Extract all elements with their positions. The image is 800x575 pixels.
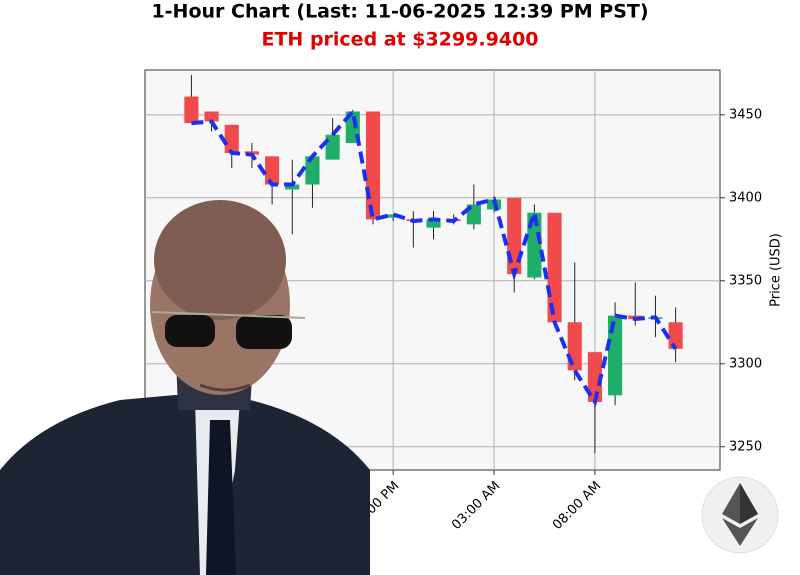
candle-body <box>527 212 542 278</box>
candle-body <box>668 322 683 349</box>
candle-body <box>265 156 280 185</box>
candle-body <box>184 96 199 124</box>
chart-subtitle: ETH priced at $3299.9400 <box>261 29 538 51</box>
x-tick-label: 08:00 AM <box>550 479 604 533</box>
candle-body <box>365 111 381 220</box>
x-tick-label: 03:00 AM <box>449 479 503 533</box>
eth-logo <box>701 476 779 554</box>
figure-illustration <box>0 200 370 575</box>
candle-body <box>325 134 340 160</box>
candle-body <box>426 219 441 228</box>
candle-body <box>204 111 219 122</box>
candle-body <box>587 352 602 402</box>
y-tick-label: 3400 <box>729 190 762 205</box>
y-tick-label: 3250 <box>729 439 762 454</box>
marks <box>184 74 683 454</box>
close-line <box>191 107 678 408</box>
candle-body <box>285 184 300 190</box>
candle-body <box>224 124 239 153</box>
y-tick-label: 3350 <box>729 273 762 288</box>
chart-title: 1-Hour Chart (Last: 11-06-2025 12:39 PM … <box>151 1 648 23</box>
y-axis-label: Price (USD) <box>769 233 784 307</box>
y-tick-label: 3300 <box>729 356 762 371</box>
candle-body <box>608 315 623 396</box>
candle-body <box>305 156 320 185</box>
y-tick-label: 3450 <box>729 107 762 122</box>
